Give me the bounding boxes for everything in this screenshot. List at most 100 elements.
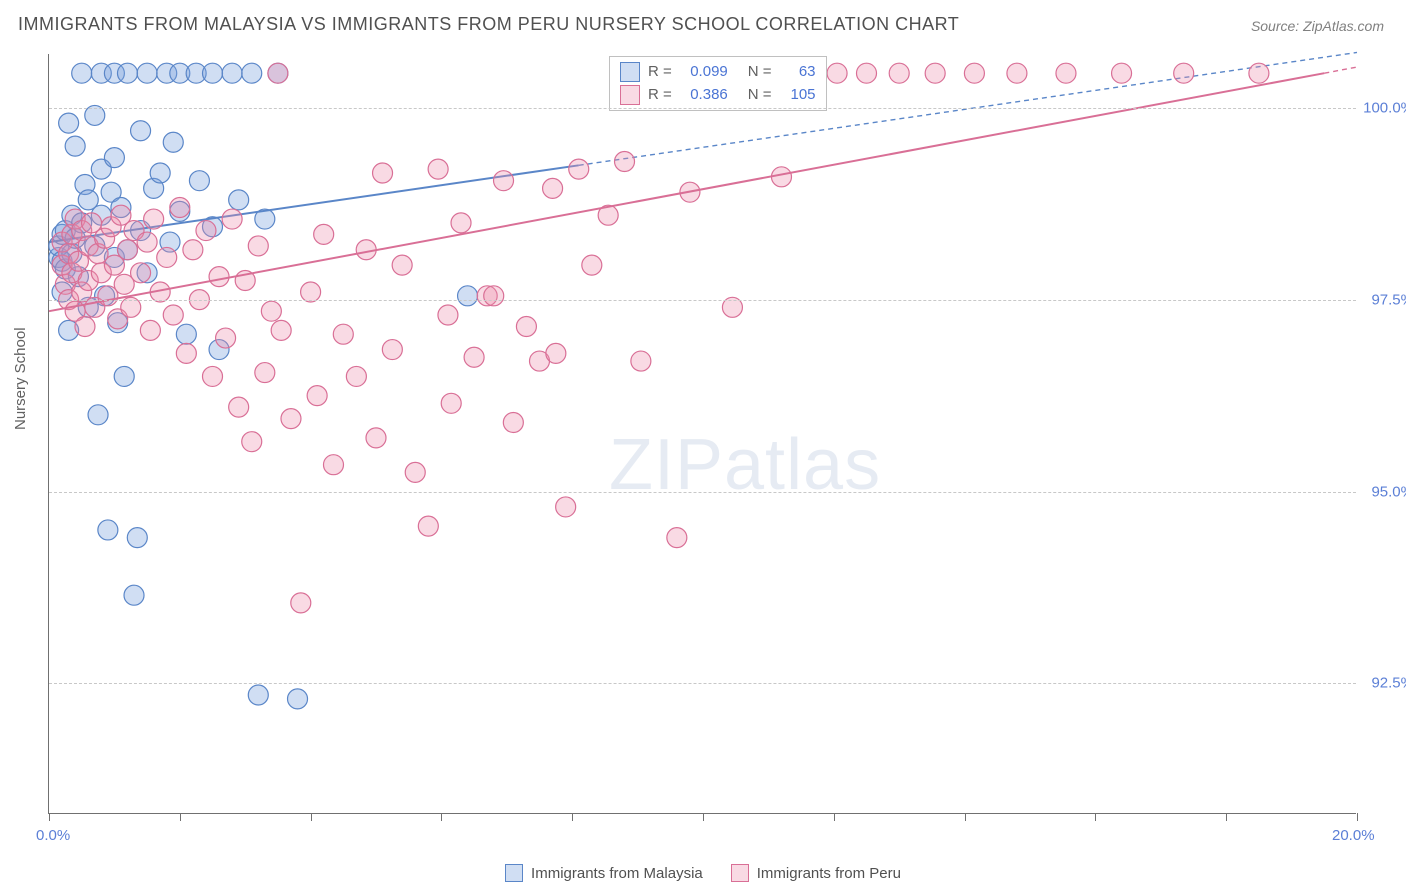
r-value-0: 0.099 <box>680 61 728 84</box>
data-point <box>72 63 92 83</box>
data-point <box>392 255 412 275</box>
legend-label-0: Immigrants from Malaysia <box>531 865 703 882</box>
data-point <box>1056 63 1076 83</box>
legend-top-swatch-0 <box>620 62 640 82</box>
data-point <box>333 324 353 344</box>
data-point <box>667 528 687 548</box>
data-point <box>291 593 311 613</box>
n-value-0: 63 <box>780 61 816 84</box>
y-tick-label: 97.5% <box>1371 291 1406 308</box>
trend-line-dashed <box>1324 67 1357 73</box>
r-label-0: R = <box>648 61 672 84</box>
x-tick <box>1095 813 1096 821</box>
data-point <box>104 148 124 168</box>
legend-bottom: Immigrants from Malaysia Immigrants from… <box>0 864 1406 882</box>
data-point <box>484 286 504 306</box>
data-point <box>222 209 242 229</box>
data-point <box>1007 63 1027 83</box>
chart-svg <box>49 54 1356 813</box>
data-point <box>88 405 108 425</box>
data-point <box>288 689 308 709</box>
y-tick-label: 100.0% <box>1363 99 1406 116</box>
grid-line <box>49 492 1356 493</box>
data-point <box>189 171 209 191</box>
x-label-right: 20.0% <box>1332 827 1375 844</box>
data-point <box>65 136 85 156</box>
data-point <box>75 317 95 337</box>
x-tick <box>311 813 312 821</box>
data-point <box>438 305 458 325</box>
data-point <box>131 121 151 141</box>
data-point <box>216 328 236 348</box>
data-point <box>458 286 478 306</box>
legend-top-row-0: R = 0.099 N = 63 <box>620 61 816 84</box>
x-tick <box>572 813 573 821</box>
data-point <box>144 209 164 229</box>
data-point <box>248 236 268 256</box>
legend-top-stats: R = 0.099 N = 63 R = 0.386 N = 105 <box>609 56 827 111</box>
data-point <box>857 63 877 83</box>
data-point <box>222 63 242 83</box>
data-point <box>183 240 203 260</box>
legend-item-0: Immigrants from Malaysia <box>505 864 703 882</box>
data-point <box>124 585 144 605</box>
data-point <box>771 167 791 187</box>
x-tick <box>1226 813 1227 821</box>
data-point <box>516 317 536 337</box>
data-point <box>59 113 79 133</box>
data-point <box>117 240 137 260</box>
r-value-1: 0.386 <box>680 84 728 107</box>
data-point <box>137 63 157 83</box>
data-point <box>140 320 160 340</box>
data-point <box>615 151 635 171</box>
data-point <box>631 351 651 371</box>
data-point <box>229 397 249 417</box>
data-point <box>1249 63 1269 83</box>
data-point <box>163 132 183 152</box>
data-point <box>176 324 196 344</box>
data-point <box>114 366 134 386</box>
legend-swatch-0 <box>505 864 523 882</box>
n-label-0: N = <box>748 61 772 84</box>
chart-container: IMMIGRANTS FROM MALAYSIA VS IMMIGRANTS F… <box>0 0 1406 892</box>
data-point <box>242 63 262 83</box>
data-point <box>268 63 288 83</box>
x-label-left: 0.0% <box>36 827 70 844</box>
data-point <box>248 685 268 705</box>
data-point <box>261 301 281 321</box>
data-point <box>582 255 602 275</box>
source-attribution: Source: ZipAtlas.com <box>1251 18 1384 34</box>
data-point <box>373 163 393 183</box>
data-point <box>464 347 484 367</box>
n-label-1: N = <box>748 84 772 107</box>
x-tick <box>1357 813 1358 821</box>
data-point <box>163 305 183 325</box>
data-point <box>203 366 223 386</box>
n-value-1: 105 <box>780 84 816 107</box>
grid-line <box>49 300 1356 301</box>
data-point <box>827 63 847 83</box>
x-tick <box>180 813 181 821</box>
data-point <box>176 343 196 363</box>
data-point <box>1112 63 1132 83</box>
y-tick-label: 92.5% <box>1371 675 1406 692</box>
data-point <box>203 63 223 83</box>
x-tick <box>965 813 966 821</box>
legend-swatch-1 <box>731 864 749 882</box>
plot-area: ZIPatlas R = 0.099 N = 63 R = 0.386 N = … <box>48 54 1356 814</box>
data-point <box>117 63 137 83</box>
data-point <box>569 159 589 179</box>
y-tick-label: 95.0% <box>1371 483 1406 500</box>
data-point <box>382 340 402 360</box>
data-point <box>157 247 177 267</box>
x-tick <box>703 813 704 821</box>
data-point <box>98 520 118 540</box>
data-point <box>494 171 514 191</box>
r-label-1: R = <box>648 84 672 107</box>
y-axis-label: Nursery School <box>12 327 29 430</box>
data-point <box>556 497 576 517</box>
legend-top-swatch-1 <box>620 85 640 105</box>
data-point <box>925 63 945 83</box>
data-point <box>441 393 461 413</box>
data-point <box>964 63 984 83</box>
